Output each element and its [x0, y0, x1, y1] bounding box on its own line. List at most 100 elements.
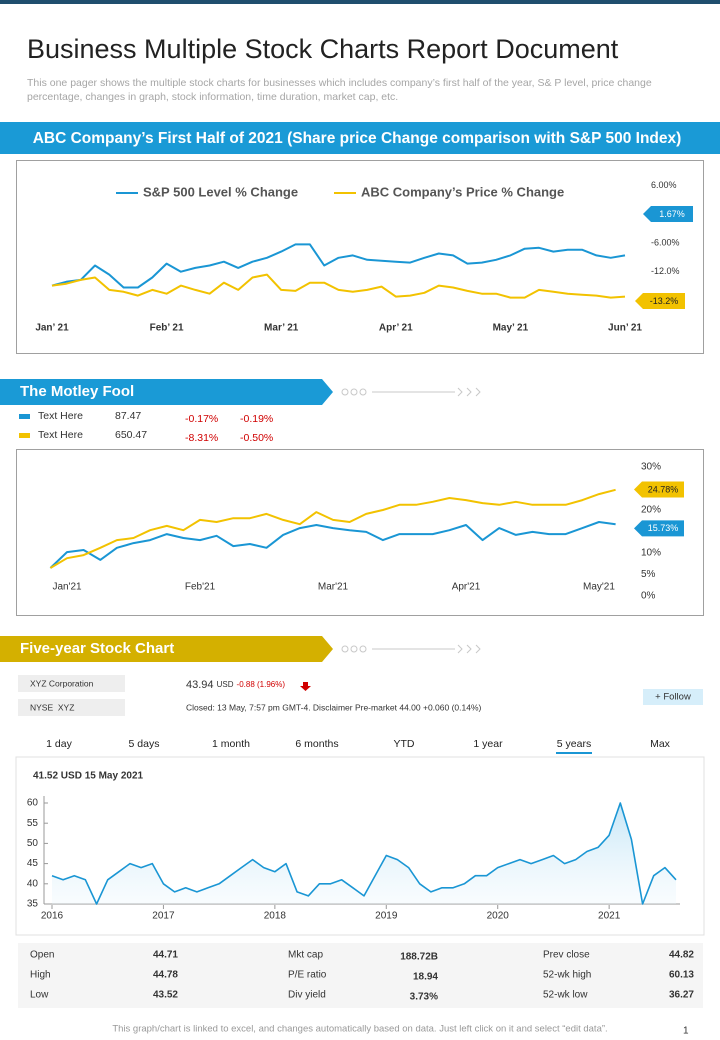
stat-value: 44.78 [153, 970, 178, 981]
stat-label: Mkt cap [288, 950, 323, 961]
section-heading: ABC Company’s First Half of 2021 (Share … [33, 130, 682, 147]
x-tick-label: 2021 [598, 911, 621, 922]
x-tick-label: Jan’ 21 [35, 323, 69, 334]
x-tick-label: Feb’ 21 [150, 323, 184, 334]
tab-underline [556, 752, 592, 754]
section-heading: Five-year Stock Chart [20, 640, 174, 657]
legend-price: 87.47 [115, 410, 141, 422]
quote-box [18, 675, 125, 692]
y-tick-label: 0% [641, 591, 656, 602]
line [51, 243, 626, 289]
tab[interactable]: 1 day [46, 738, 72, 750]
legend-label: Text Here [38, 429, 83, 441]
y-tick-label: 45 [27, 858, 39, 869]
stat-value: 44.82 [669, 950, 694, 961]
stat-label: 52-wk high [543, 970, 591, 981]
x-tick-label: May'21 [583, 582, 615, 593]
end-tag [634, 481, 684, 498]
x-tick-label: Jun’ 21 [608, 323, 642, 334]
stat-label: Open [30, 950, 54, 961]
stat-label: High [30, 970, 51, 981]
stat-value: 18.94 [413, 972, 438, 983]
y-tick-label: 40 [27, 878, 39, 889]
y-tick-label: 50 [27, 838, 39, 849]
quote-note: Closed: 13 May, 7:57 pm GMT-4. Disclaime… [186, 702, 482, 712]
price: 43.94 [186, 679, 214, 691]
currency: USD [217, 680, 234, 689]
line [49, 488, 616, 569]
section-heading: The Motley Fool [20, 383, 134, 400]
legend-change: -0.50% [240, 432, 273, 444]
y-tick-label: 35 [27, 899, 39, 910]
x-tick-label: 2019 [375, 911, 398, 922]
tab[interactable]: Max [650, 738, 671, 750]
footer-note: This graph/chart is linked to excel, and… [112, 1024, 607, 1035]
legend-change: -0.19% [240, 413, 273, 425]
stat-value: 44.71 [153, 950, 178, 961]
x-tick-label: 2017 [152, 911, 175, 922]
x-tick-label: Feb'21 [185, 582, 216, 593]
line [51, 273, 626, 299]
follow-button[interactable] [643, 689, 703, 705]
y-tick-label: 10% [641, 548, 661, 559]
x-tick-label: Apr'21 [452, 582, 481, 593]
exchange: NYSE XYZ [30, 702, 74, 712]
subtitle: This one pager shows the multiple stock … [27, 77, 652, 103]
chart-card [15, 756, 705, 936]
y-tick-label: 55 [27, 818, 39, 829]
line [51, 802, 677, 905]
legend-label: Text Here [38, 410, 83, 422]
stat-value: 36.27 [669, 990, 694, 1001]
section-bar [0, 122, 720, 154]
follow-label[interactable]: + Follow [655, 692, 691, 703]
y-tick-label: 30% [641, 462, 661, 473]
title: Business Multiple Stock Charts Report Do… [27, 34, 619, 64]
legend-swatch [19, 414, 30, 419]
stat-value: 60.13 [669, 970, 694, 981]
y-tick-label: -12.0% [651, 266, 680, 276]
stat-label: Prev close [543, 950, 590, 961]
tab[interactable]: 6 months [295, 738, 338, 750]
top-stripe [0, 0, 720, 4]
end-tag [634, 520, 684, 537]
x-tick-label: Mar'21 [318, 582, 349, 593]
tab[interactable]: 1 year [473, 738, 503, 750]
stat-label: Div yield [288, 990, 326, 1001]
tab[interactable]: 5 days [129, 738, 160, 750]
x-tick-label: 2020 [487, 911, 510, 922]
y-tick-label: -6.00% [651, 237, 680, 247]
callout-label: 1.67% [659, 209, 685, 219]
legend-change: -0.17% [185, 413, 218, 425]
change: -0.88 (1.96%) [237, 680, 286, 689]
x-tick-label: 2018 [264, 911, 287, 922]
tab[interactable]: 1 month [212, 738, 250, 750]
stat-label: P/E ratio [288, 970, 327, 981]
x-tick-label: Mar’ 21 [264, 323, 299, 334]
legend-change: -8.31% [185, 432, 218, 444]
quote-box [18, 699, 125, 716]
company: XYZ Corporation [30, 678, 94, 688]
section-bar [0, 379, 333, 405]
line [49, 521, 616, 569]
legend-price: 650.47 [115, 429, 147, 441]
callout [643, 206, 693, 222]
stat-value: 3.73% [410, 992, 438, 1003]
tab[interactable]: YTD [394, 738, 415, 750]
stat-value: 43.52 [153, 990, 178, 1001]
decoration [341, 644, 481, 654]
legend-swatch [19, 433, 30, 438]
y-tick-label: 20% [641, 505, 661, 516]
tab[interactable]: 5 years [557, 738, 591, 750]
x-tick-label: 2016 [41, 911, 64, 922]
x-tick-label: Jan'21 [52, 582, 82, 593]
section-bar [0, 636, 333, 662]
x-tick-label: Apr’ 21 [379, 323, 413, 334]
stats-panel [18, 943, 703, 1008]
y-tick-label: 6.00% [651, 180, 677, 190]
chart-frame [16, 160, 704, 354]
quote-line: 43.94 USD -0.88 (1.96%) [186, 679, 285, 691]
y-tick-label: 60 [27, 798, 39, 809]
down-arrow [300, 682, 311, 691]
